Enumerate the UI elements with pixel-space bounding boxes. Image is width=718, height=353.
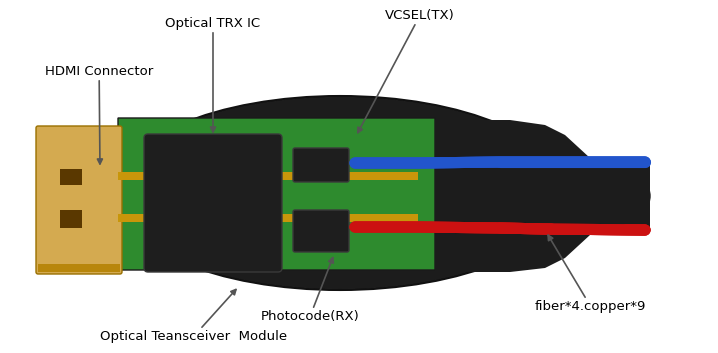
Ellipse shape: [115, 97, 565, 289]
Bar: [60, 169, 82, 185]
Text: fiber*4.copper*9: fiber*4.copper*9: [535, 235, 646, 313]
Bar: [60, 210, 82, 228]
Polygon shape: [435, 120, 650, 272]
Text: Optical TRX IC: Optical TRX IC: [165, 17, 261, 132]
Bar: [118, 214, 418, 222]
FancyBboxPatch shape: [118, 118, 435, 270]
Bar: [38, 264, 120, 272]
FancyBboxPatch shape: [144, 134, 282, 272]
Text: Optical Teansceiver  Module: Optical Teansceiver Module: [100, 289, 287, 343]
FancyBboxPatch shape: [293, 210, 349, 252]
Text: HDMI Connector: HDMI Connector: [45, 65, 153, 164]
Text: VCSEL(TX): VCSEL(TX): [358, 9, 454, 133]
FancyBboxPatch shape: [293, 148, 349, 182]
Bar: [118, 172, 418, 180]
FancyBboxPatch shape: [36, 126, 122, 274]
Text: Photocode(RX): Photocode(RX): [261, 258, 360, 323]
Ellipse shape: [530, 162, 650, 230]
